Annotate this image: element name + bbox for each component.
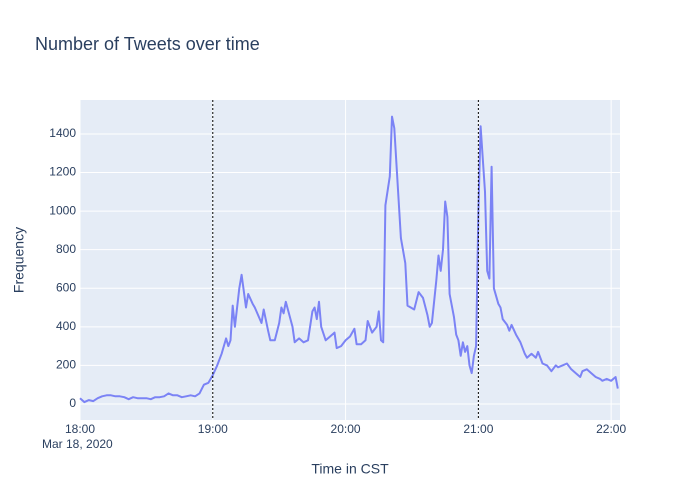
data-line: [79, 115, 619, 404]
y-tick-label: 1000: [49, 203, 76, 217]
x-tick-label: 20:00: [331, 422, 361, 436]
y-tick-label: 400: [56, 319, 76, 333]
x-tick-label: 21:00: [463, 422, 493, 436]
plot-area: [80, 100, 620, 420]
y-tick-label: 1200: [49, 165, 76, 179]
x-axis-title: Time in CST: [311, 461, 389, 477]
x-tick-label: 22:00: [596, 422, 626, 436]
y-tick-label: 200: [56, 358, 76, 372]
y-tick-label: 600: [56, 280, 76, 294]
chart-title: Number of Tweets over time: [35, 34, 260, 54]
y-tick-label: 800: [56, 242, 76, 256]
x-date-label: Mar 18, 2020: [42, 437, 113, 451]
y-tick-label: 1400: [49, 126, 76, 140]
x-tick-label: 18:00: [65, 422, 95, 436]
y-axis-title: Frequency: [11, 227, 27, 293]
y-tick-label: 0: [69, 396, 76, 410]
x-tick-label: 19:00: [198, 422, 228, 436]
